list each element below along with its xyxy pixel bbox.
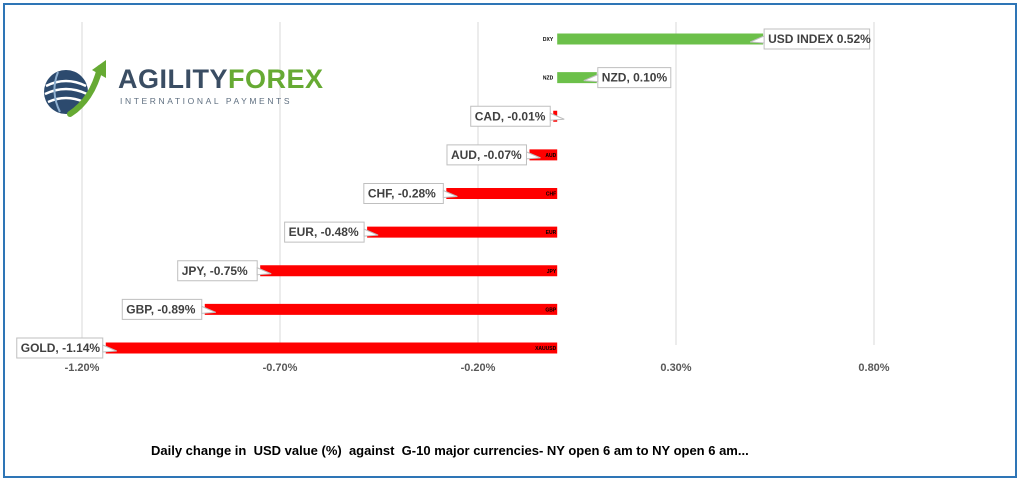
- data-label-pointer: [256, 266, 272, 276]
- data-label: GBP, -0.89%: [126, 302, 195, 316]
- category-label: AUD: [545, 153, 556, 159]
- category-label: DXY: [543, 37, 554, 43]
- x-tick-label: 0.80%: [858, 362, 889, 374]
- bar-dxy: [557, 33, 764, 45]
- x-tick-label: -0.70%: [263, 362, 298, 374]
- category-label: EUR: [546, 230, 557, 236]
- logo-wordmark: AGILITYFOREX: [118, 64, 324, 95]
- category-label: NZD: [543, 76, 554, 82]
- logo-name-agility: AGILITY: [118, 64, 228, 94]
- x-axis-ticks: -1.20% -0.70% -0.20% 0.30% 0.80%: [65, 362, 890, 374]
- data-label-pointer: [549, 112, 565, 121]
- gridlines: [81, 22, 875, 345]
- data-label-pointer: [201, 305, 216, 314]
- bar-gbp: [204, 303, 558, 315]
- data-label: CHF, -0.28%: [368, 187, 436, 201]
- data-label: GOLD, -1.14%: [21, 341, 101, 355]
- category-label: GBP: [545, 307, 557, 313]
- logo-name-forex: FOREX: [228, 64, 324, 94]
- bar-jpy: [260, 265, 558, 277]
- x-tick-label: 0.30%: [660, 362, 691, 374]
- data-label-pointer: [363, 228, 379, 237]
- data-label-pointer: [583, 73, 599, 83]
- agility-forex-logo: AGILITYFOREX INTERNATIONAL PAYMENTS: [36, 58, 323, 122]
- bar-chf: [446, 188, 558, 199]
- data-label: AUD, -0.07%: [451, 148, 522, 162]
- bar-xauusd: [105, 342, 558, 354]
- category-label: CHF: [546, 192, 556, 198]
- category-label: XAUUSD: [535, 346, 557, 352]
- x-tick-label: -1.20%: [65, 362, 100, 374]
- data-label-pointer: [102, 344, 117, 353]
- bar-eur: [367, 226, 558, 238]
- x-tick-label: -0.20%: [461, 362, 496, 374]
- data-label-pointer: [442, 189, 458, 199]
- category-label: JPY: [547, 269, 557, 275]
- data-label: JPY, -0.75%: [182, 264, 248, 278]
- bar-nzd: [557, 72, 597, 84]
- chart-caption: Daily change in USD value (%) against G-…: [151, 443, 749, 458]
- chart-frame: [3, 3, 1017, 478]
- bar-aud: [529, 149, 558, 161]
- data-label: NZD, 0.10%: [602, 71, 668, 85]
- data-label-pointer: [525, 151, 541, 160]
- logo-tagline: INTERNATIONAL PAYMENTS: [120, 96, 293, 106]
- data-label: USD INDEX 0.52%: [768, 32, 871, 46]
- data-label-pointer: [749, 35, 765, 44]
- data-label: EUR, -0.48%: [289, 225, 359, 239]
- data-label: CAD, -0.01%: [475, 109, 546, 123]
- globe-arrow-icon: [44, 60, 106, 117]
